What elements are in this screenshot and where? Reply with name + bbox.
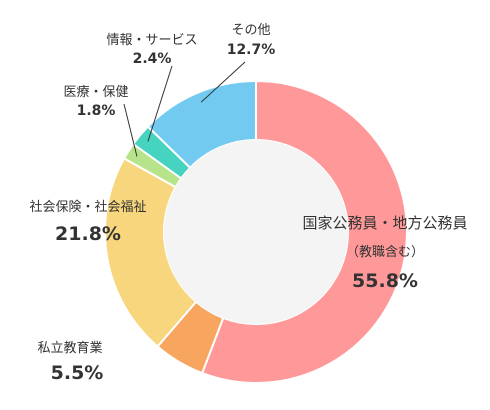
donut-slices [104, 79, 408, 384]
slice-value-other: 12.7% [227, 42, 276, 58]
slice-value-info-services: 2.4% [133, 51, 172, 67]
slice-label-social-insurance-welfare: 社会保険・社会福祉 [29, 199, 146, 215]
slice-label-medical-health: 医療・保健 [63, 85, 128, 100]
leader-line-4 [147, 65, 173, 142]
slice-label-info-services: 情報・サービス [106, 33, 197, 48]
leader-line-5 [200, 61, 246, 103]
leader-lines [123, 61, 246, 157]
slice-sublabel-public-servants: （教職含む） [346, 244, 424, 260]
slice-value-social-insurance-welfare: 21.8% [55, 223, 121, 245]
donut-center [164, 140, 348, 324]
leader-line-3 [123, 103, 138, 157]
slice-value-medical-health: 1.8% [77, 103, 116, 119]
slice-label-private-education: 私立教育業 [37, 340, 102, 356]
slice-value-public-servants: 55.8% [352, 270, 418, 292]
slice-label-other: その他 [231, 23, 270, 38]
slice-value-private-education: 5.5% [51, 362, 104, 384]
slice-label-public-servants: 国家公務員・地方公務員 [302, 214, 467, 232]
